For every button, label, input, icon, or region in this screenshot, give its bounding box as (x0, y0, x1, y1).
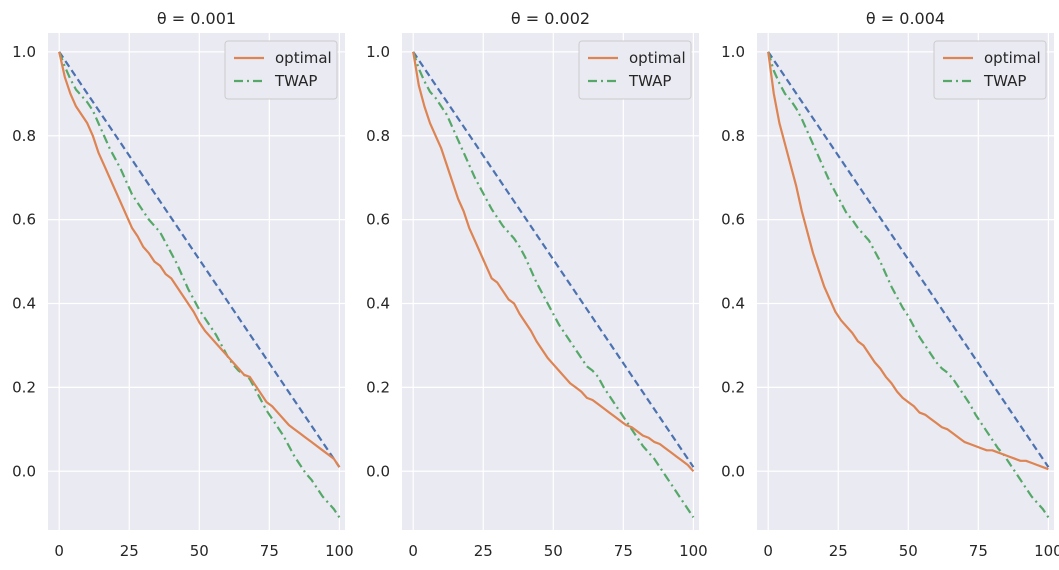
x-tick-label: 25 (120, 542, 139, 560)
series-line-linear (58, 51, 341, 468)
x-tick-label: 100 (679, 542, 708, 560)
legend-label: TWAP (274, 72, 317, 90)
legend-label: optimal (275, 49, 332, 67)
y-tick-label: 0.4 (721, 295, 745, 313)
chart-title: θ = 0.004 (866, 9, 945, 28)
subplot-3: 0 25 50 75 100 0.0 0.2 0.4 0.6 0.8 1.0 θ = 0.004 opt… (721, 9, 1059, 560)
y-tick-label: 0.4 (12, 295, 36, 313)
y-tick-label: 0.2 (721, 378, 745, 396)
y-tick-label: 1.0 (721, 43, 745, 61)
plot-area (757, 33, 1054, 530)
x-tick-label: 0 (54, 542, 64, 560)
y-tick-label: 0.0 (366, 462, 390, 480)
x-tick-label: 25 (474, 542, 493, 560)
subplot-2: 0 25 50 75 100 0.0 0.2 0.4 0.6 0.8 1.0 θ = 0.002 opt… (366, 9, 708, 560)
series-line-linear (412, 51, 695, 468)
series-line-optimal (767, 51, 1049, 471)
x-tick-label: 0 (763, 542, 773, 560)
series-line-optimal (412, 51, 695, 473)
y-tick-label: 0.6 (366, 211, 390, 229)
legend-label: optimal (629, 49, 686, 67)
x-tick-label: 25 (829, 542, 848, 560)
x-tick-label: 50 (190, 542, 209, 560)
y-tick-label: 1.0 (366, 43, 390, 61)
y-tick-label: 0.0 (12, 462, 36, 480)
plot-area (48, 33, 345, 530)
legend-box (933, 40, 1047, 100)
x-tick-label: 100 (325, 542, 354, 560)
y-tick-label: 0.2 (12, 378, 36, 396)
y-tick-label: 0.8 (721, 127, 745, 145)
x-tick-label: 75 (614, 542, 633, 560)
series-line-twap (58, 51, 341, 519)
legend-box (578, 40, 692, 100)
chart-title: θ = 0.001 (157, 9, 236, 28)
chart-title: θ = 0.002 (511, 9, 590, 28)
legend: optimal TWAP (224, 40, 338, 100)
legend-label: TWAP (628, 72, 671, 90)
legend-label: TWAP (983, 72, 1026, 90)
legend-label: optimal (984, 49, 1041, 67)
y-tick-label: 0.8 (366, 127, 390, 145)
series-line-linear (767, 51, 1050, 468)
x-tick-label: 75 (969, 542, 988, 560)
x-tick-label: 50 (544, 542, 563, 560)
series-line-twap (412, 51, 695, 519)
legend-box (224, 40, 338, 100)
x-tick-label: 100 (1034, 542, 1059, 560)
legend: optimal TWAP (578, 40, 692, 100)
x-tick-label: 75 (260, 542, 279, 560)
x-tick-label: 50 (899, 542, 918, 560)
y-tick-label: 0.6 (721, 211, 745, 229)
y-tick-label: 0.8 (12, 127, 36, 145)
series-line-optimal (58, 51, 341, 468)
y-tick-label: 0.0 (721, 462, 745, 480)
subplot-1: 0 25 50 75 100 0.0 0.2 0.4 0.6 0.8 1.0 θ = 0.001 opt… (12, 9, 354, 560)
y-tick-label: 0.2 (366, 378, 390, 396)
x-tick-label: 0 (408, 542, 418, 560)
y-tick-label: 1.0 (12, 43, 36, 61)
y-tick-label: 0.4 (366, 295, 390, 313)
y-tick-label: 0.6 (12, 211, 36, 229)
plot-area (402, 33, 699, 530)
legend: optimal TWAP (933, 40, 1047, 100)
